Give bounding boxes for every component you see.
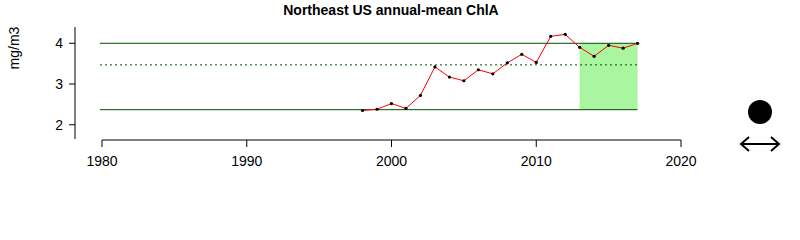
point: [622, 47, 625, 50]
y-tick-label: 4: [55, 35, 63, 51]
plot-area: [100, 33, 639, 112]
x-tick: [536, 140, 537, 147]
y-axis-line: [75, 27, 76, 139]
point: [477, 68, 480, 71]
y-tick: [69, 124, 75, 125]
point: [419, 94, 422, 97]
point: [491, 72, 494, 75]
chart: Northeast US annual-mean ChlA mg/m3 2 3 4 198…: [0, 0, 800, 240]
x-tick-label: 1990: [231, 153, 262, 169]
point: [636, 42, 639, 45]
point: [404, 107, 407, 110]
x-tick: [102, 140, 103, 147]
y-tick-label: 2: [55, 117, 63, 133]
trend-arrow-head: [771, 137, 779, 151]
point: [593, 55, 596, 58]
point: [506, 61, 509, 64]
reference-line-mean: [100, 64, 638, 65]
point: [433, 65, 436, 68]
point: [448, 75, 451, 78]
point: [390, 102, 393, 105]
point: [549, 35, 552, 38]
point: [535, 61, 538, 64]
title: Northeast US annual-mean ChlA: [283, 2, 498, 18]
x-tick-label: 2020: [665, 153, 696, 169]
trend-arrow-head: [741, 137, 749, 151]
x-tick-label: 2010: [521, 153, 552, 169]
point: [564, 33, 567, 36]
x-tick-label: 2000: [376, 153, 407, 169]
reference-line-upper: [100, 43, 638, 44]
status-dot: [748, 100, 772, 124]
series-line: [363, 34, 638, 110]
point: [375, 108, 378, 111]
y-tick: [69, 43, 75, 44]
point: [361, 109, 364, 112]
y-tick: [69, 84, 75, 85]
x-tick: [246, 140, 247, 147]
trend-arrow: [741, 143, 779, 145]
point: [462, 79, 465, 82]
point: [520, 53, 523, 56]
x-tick-label: 1980: [86, 153, 117, 169]
point: [607, 44, 610, 47]
y-label: mg/m3: [6, 26, 22, 69]
y-tick-label: 3: [55, 76, 63, 92]
x-tick: [391, 140, 392, 147]
point: [578, 46, 581, 49]
x-tick: [681, 140, 682, 147]
